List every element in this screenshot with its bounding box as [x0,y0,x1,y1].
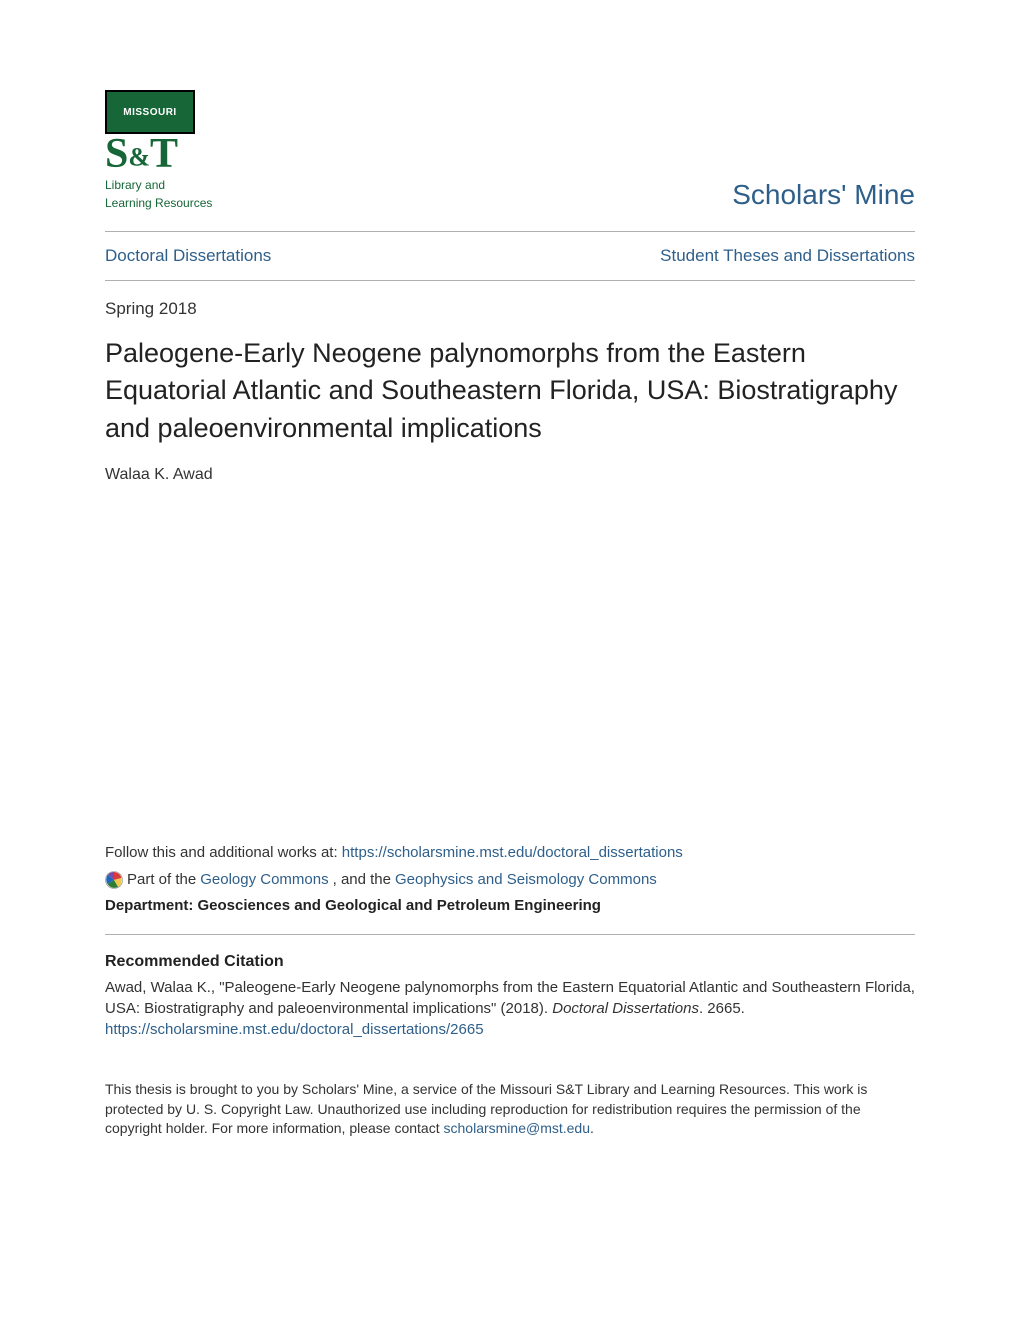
footer-email-link[interactable]: scholarsmine@mst.edu [444,1120,591,1136]
footer-text-2: . [590,1120,594,1136]
follow-prefix: Follow this and additional works at: [105,844,342,861]
citation-text-2: . 2665. [699,1000,745,1017]
content-gap [105,484,915,844]
divider-nav [105,280,915,281]
citation-italic: Doctoral Dissertations [552,1000,699,1017]
logo-top-label: MISSOURI [123,107,176,118]
network-prefix: Part of the [127,871,196,888]
network-icon [105,871,123,889]
logo-subtext-line2: Learning Resources [105,196,212,210]
site-title-link[interactable]: Scholars' Mine [732,179,915,211]
citation-text-1: Awad, Walaa K., "Paleogene-Early Neogene… [105,979,915,1017]
citation-body: Awad, Walaa K., "Paleogene-Early Neogene… [105,977,915,1019]
page-header: MISSOURI S&T Library and Learning Resour… [105,90,915,231]
follow-url-link[interactable]: https://scholarsmine.mst.edu/doctoral_di… [342,844,683,861]
logo-subtext-line1: Library and [105,178,165,192]
breadcrumb-nav: Doctoral Dissertations Student Theses an… [105,232,915,280]
publication-date: Spring 2018 [105,299,915,319]
document-author: Walaa K. Awad [105,466,915,484]
nav-link-parent[interactable]: Student Theses and Dissertations [660,246,915,266]
logo-main-text: S&T [105,136,178,174]
footer-rights: This thesis is brought to you by Scholar… [105,1080,915,1139]
commons-network-line: Part of the Geology Commons , and the Ge… [105,871,915,889]
institution-logo[interactable]: MISSOURI S&T Library and Learning Resour… [105,90,212,211]
commons-join: , and the [333,871,391,888]
commons-link-2[interactable]: Geophysics and Seismology Commons [395,871,657,888]
nav-link-collection[interactable]: Doctoral Dissertations [105,246,271,266]
citation-heading: Recommended Citation [105,953,915,971]
commons-link-1[interactable]: Geology Commons [200,871,328,888]
follow-works-line: Follow this and additional works at: htt… [105,844,915,861]
department-line: Department: Geosciences and Geological a… [105,897,915,914]
divider-citation [105,934,915,935]
logo-top-box: MISSOURI [105,90,195,134]
citation-url-link[interactable]: https://scholarsmine.mst.edu/doctoral_di… [105,1021,484,1038]
document-title: Paleogene-Early Neogene palynomorphs fro… [105,335,915,448]
citation-url[interactable]: https://scholarsmine.mst.edu/doctoral_di… [105,1021,915,1038]
